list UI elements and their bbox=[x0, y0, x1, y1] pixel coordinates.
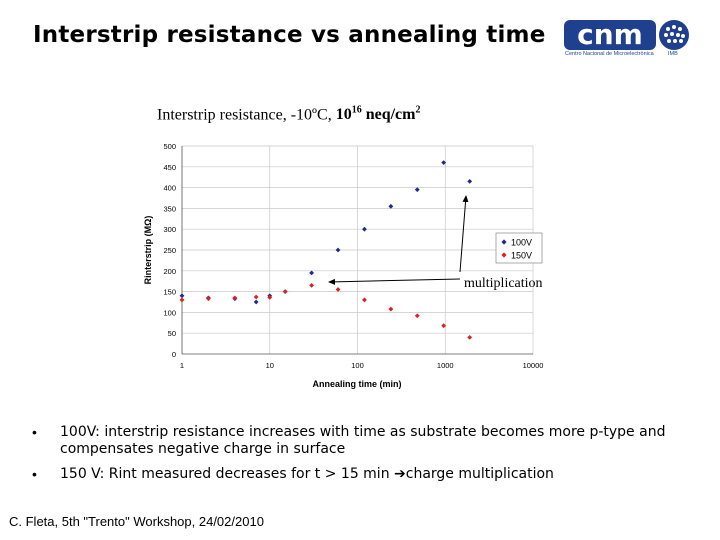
bullet-text-1: 100V: interstrip resistance increases wi… bbox=[60, 424, 666, 457]
data-point-150v bbox=[267, 295, 273, 300]
y-tick-label: 150 bbox=[163, 288, 176, 297]
data-point-150v bbox=[206, 296, 211, 302]
annotation-arrow-150v bbox=[328, 278, 461, 285]
y-tick-label: 450 bbox=[163, 163, 176, 172]
legend-marker-100v bbox=[501, 239, 507, 245]
data-point-150v bbox=[309, 282, 315, 288]
chart-heading: Interstrip resistance, -10ºC, 1016 neq/c… bbox=[157, 105, 421, 124]
data-point-100v bbox=[335, 247, 341, 253]
data-point-150v bbox=[335, 287, 341, 292]
y-tick-label: 200 bbox=[163, 267, 176, 276]
chart: 0 50 100 150 200 250 300 350 400 450 500 1 10 100 1000… bbox=[143, 142, 544, 389]
legend-label: 150V bbox=[511, 251, 532, 261]
y-tick-label: 300 bbox=[163, 225, 176, 234]
slide-title: Interstrip resistance vs annealing time bbox=[33, 22, 546, 48]
x-tick-label: 10 bbox=[266, 361, 274, 370]
legend-marker-150v bbox=[501, 252, 507, 258]
x-tick-label: 1000 bbox=[437, 361, 454, 370]
data-point-100v bbox=[253, 299, 259, 305]
bullet-marker: • bbox=[32, 424, 37, 440]
data-point-150v bbox=[467, 334, 473, 340]
data-point-100v bbox=[414, 187, 420, 193]
data-point-100v bbox=[309, 270, 315, 276]
annotation-label: multiplication bbox=[464, 276, 543, 291]
data-point-100v bbox=[441, 160, 447, 166]
y-tick-label: 250 bbox=[163, 246, 176, 255]
legend-label: 100V bbox=[511, 238, 532, 248]
data-point-100v bbox=[467, 178, 473, 184]
y-tick-label: 400 bbox=[163, 184, 176, 193]
y-tick-label: 500 bbox=[163, 142, 176, 151]
y-tick-label: 350 bbox=[163, 204, 176, 213]
bullet-text-2: 150 V: Rint measured decreases for t > 1… bbox=[60, 466, 554, 482]
y-axis-label: Rinterstrip (MΩ) bbox=[143, 216, 153, 285]
data-point-100v bbox=[388, 203, 394, 209]
data-point-150v bbox=[253, 294, 259, 300]
logo-subtitle-2: IMB bbox=[668, 51, 678, 57]
data-point-150v bbox=[232, 295, 238, 301]
footer: C. Fleta, 5th "Trento" Workshop, 24/02/2… bbox=[9, 514, 264, 529]
arrow-right-icon: ➔ bbox=[394, 466, 406, 482]
x-tick-label: 10000 bbox=[523, 361, 544, 370]
x-axis-label: Annealing time (min) bbox=[312, 379, 401, 389]
y-tick-label: 50 bbox=[168, 329, 176, 338]
x-tick-label: 100 bbox=[351, 361, 364, 370]
data-point-150v bbox=[388, 306, 394, 312]
data-point-150v bbox=[362, 297, 367, 303]
legend: 100V 150V bbox=[495, 232, 543, 264]
logo-subtitle: Centro Nacional de Microelectrònica bbox=[565, 51, 654, 57]
x-tick-label: 1 bbox=[180, 361, 184, 370]
data-point-100v bbox=[179, 293, 185, 299]
data-point-150v bbox=[441, 323, 447, 329]
y-tick-label: 0 bbox=[172, 350, 176, 359]
bullet-marker: • bbox=[32, 466, 37, 482]
svg-text:cnm: cnm bbox=[577, 18, 643, 51]
data-point-100v bbox=[362, 226, 367, 232]
data-point-150v bbox=[414, 313, 420, 319]
annotation-arrow-100v bbox=[459, 195, 469, 273]
cnm-logo: cnm bbox=[564, 18, 694, 60]
data-point-150v bbox=[282, 289, 288, 294]
data-point-150v bbox=[179, 297, 185, 303]
y-tick-label: 100 bbox=[163, 308, 176, 317]
